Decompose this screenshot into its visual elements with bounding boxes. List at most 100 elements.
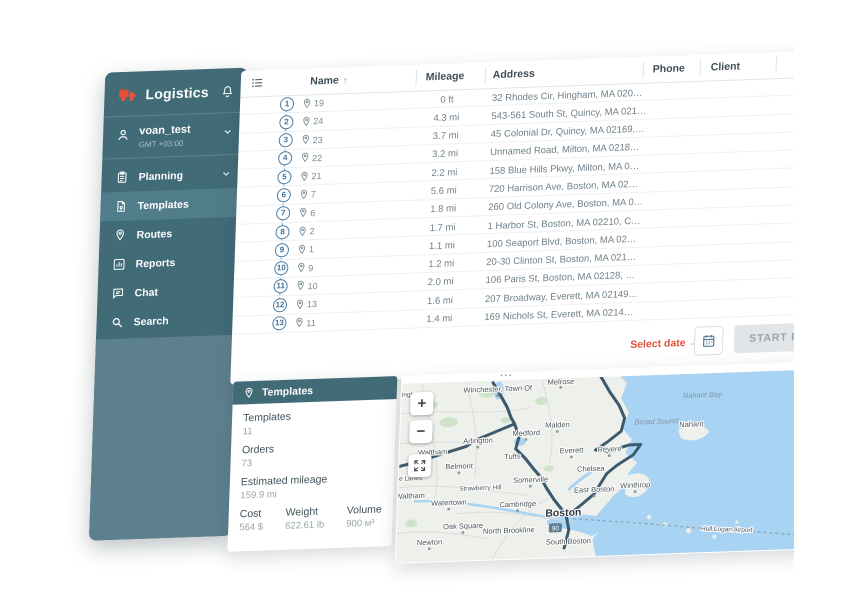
route-pin-icon xyxy=(113,229,126,242)
table-row[interactable]: 6 7 5.6 mi 720 Harrison Ave, Boston, MA 02… xyxy=(236,167,794,207)
table-row[interactable]: 4 22 3.2 mi Unnamed Road, Milton, MA 0218… xyxy=(237,130,794,171)
summary-stat: Volume 900 м³ xyxy=(346,503,382,529)
cell-mileage: 1.8 mi xyxy=(430,203,457,216)
map-label: Watertown xyxy=(431,497,467,507)
table-rows: 1 19 0 ft 32 Rhodes Cir, Hingham, MA 020… 2 2… xyxy=(232,75,794,335)
map-label: South Boston xyxy=(546,536,591,547)
sidebar-item-routes[interactable]: Routes xyxy=(99,217,242,251)
table-row[interactable]: 12 13 1.6 mi 207 Broadway, Everett, MA 0214… xyxy=(232,277,794,317)
select-date-label: Select date → xyxy=(629,336,700,351)
cell-mileage: 4.3 mi xyxy=(433,111,460,124)
cell-mileage: 1.6 mi xyxy=(426,294,454,307)
sidebar-item-search[interactable]: Search xyxy=(96,304,239,338)
stat-label: Cost xyxy=(239,507,262,521)
table-row[interactable]: 8 2 1.7 mi 1 Harbor St, Boston, MA 02210, C… xyxy=(235,204,794,244)
stat-value: 159.9 mi xyxy=(240,489,278,502)
header-divider xyxy=(775,57,778,74)
map-label: Revere xyxy=(597,444,621,454)
bell-icon[interactable] xyxy=(220,84,234,98)
cell-mileage: 1.1 mi xyxy=(428,240,456,252)
column-header-address[interactable]: Address xyxy=(492,67,536,82)
table-row[interactable]: 2 24 4.3 mi 543-561 South St, Quincy, MA 02… xyxy=(239,94,794,134)
pin-number: 2 xyxy=(309,226,315,237)
map-label: Belmont xyxy=(445,461,474,471)
stat-value: 73 xyxy=(241,458,253,470)
fullscreen-button[interactable] xyxy=(407,453,432,478)
table-row[interactable]: 10 9 1.2 mi 20-30 Clinton St, Boston, MA 02… xyxy=(233,240,794,280)
calendar-icon xyxy=(701,333,717,349)
map-label: Hull Logan Airport xyxy=(701,525,753,534)
svg-text:90: 90 xyxy=(552,525,560,532)
table-row[interactable]: 9 1 1.1 mi 100 Seaport Blvd, Boston, MA 02… xyxy=(234,222,794,262)
pin-icon xyxy=(300,189,308,200)
pin-icon xyxy=(299,208,307,218)
sidebar-item-templates[interactable]: Templates xyxy=(100,187,244,222)
pin-icon xyxy=(297,262,305,273)
zoom-out-button[interactable]: − xyxy=(409,419,433,444)
map-canvas[interactable]: 90 ingtonWinchester, Town OfMelroseNahan… xyxy=(395,369,794,563)
table-row[interactable]: 5 21 2.2 mi 158 Blue Hills Pkwy, Milton, MA… xyxy=(237,149,794,189)
stop-number-badge: 3 xyxy=(278,133,294,148)
stat-value: 900 м³ xyxy=(346,517,375,530)
user-menu[interactable]: voan_test GMT +03:00 xyxy=(102,111,246,160)
map-label: Broad Sound xyxy=(634,416,679,427)
column-header-phone[interactable]: Phone xyxy=(652,62,686,76)
map-label: The Lanes xyxy=(396,475,423,483)
summary-stat: Orders 73 xyxy=(241,439,384,469)
chat-icon xyxy=(111,287,124,300)
column-header-client[interactable]: Client xyxy=(710,60,741,74)
app-stage: Logistics voan_test GMT +03:00 Planning T… xyxy=(89,49,794,564)
table-row[interactable]: 1 19 0 ft 32 Rhodes Cir, Hingham, MA 020… xyxy=(239,75,794,116)
pin-number: 7 xyxy=(310,189,317,200)
stop-number-badge: 8 xyxy=(275,224,290,240)
map-label: Waltham xyxy=(396,491,425,501)
pin-number: 21 xyxy=(311,171,322,182)
sidebar-item-label: Chat xyxy=(134,286,159,299)
user-info: voan_test GMT +03:00 xyxy=(139,123,214,150)
cell-mileage: 3.7 mi xyxy=(432,130,459,143)
sidebar-item-planning[interactable]: Planning xyxy=(101,159,244,193)
summary-stats: Templates 11 Orders 73 Estimated mileage 159.… xyxy=(240,407,385,502)
pin-number: 23 xyxy=(312,134,323,145)
sidebar-item-reports[interactable]: Reports xyxy=(98,246,241,280)
stop-number-badge: 4 xyxy=(277,151,293,166)
summary-body: Templates 11 Orders 73 Estimated mileage 159.… xyxy=(228,399,397,541)
sidebar-header: Logistics xyxy=(104,68,248,117)
stop-number-badge: 12 xyxy=(272,297,288,313)
sidebar-item-label: Planning xyxy=(138,169,184,183)
list-view-icon[interactable] xyxy=(251,76,264,89)
start-route-button[interactable]: START ROUTE xyxy=(733,319,794,354)
header-divider xyxy=(415,69,418,86)
templates-summary-panel: Templates Templates 11 Orders 73 Estimated m… xyxy=(227,376,398,552)
map-label: North Brookline xyxy=(483,525,535,536)
chevron-down-icon xyxy=(222,124,233,135)
pin-icon xyxy=(302,134,310,145)
map-label: Malden xyxy=(545,420,570,430)
pin-icon xyxy=(296,299,304,310)
sidebar-item-label: Reports xyxy=(135,256,176,270)
cell-mileage: 3.2 mi xyxy=(431,148,459,161)
zoom-in-button[interactable]: + xyxy=(409,391,434,416)
column-header-name[interactable]: Name ↑ xyxy=(310,74,348,88)
map-label: Oak Square xyxy=(443,521,483,531)
map-label: Nahant Bay xyxy=(683,390,724,400)
pin-number: 6 xyxy=(310,207,316,219)
pin-number: 13 xyxy=(306,299,318,310)
table-row[interactable]: 11 10 2.0 mi 106 Paris St, Boston, MA 02128… xyxy=(233,258,794,299)
map-label: Boston xyxy=(545,506,582,519)
column-header-mileage[interactable]: Mileage xyxy=(425,70,465,84)
map-label: Somerville xyxy=(513,475,548,485)
table-row[interactable]: 3 23 3.7 mi 45 Colonial Dr, Quincy, MA 0216… xyxy=(238,112,794,152)
table-row[interactable]: 7 6 1.8 mi 260 Old Colony Ave, Boston, MA 0… xyxy=(235,185,794,225)
pin-icon xyxy=(302,116,310,127)
table-row[interactable]: 13 11 1.4 mi 169 Nichols St, Everett, MA 02… xyxy=(232,295,794,335)
sidebar-item-chat[interactable]: Chat xyxy=(97,275,240,309)
map-label: Winthrop xyxy=(620,480,650,490)
user-icon xyxy=(116,128,130,142)
map-label: Strawberry Hill xyxy=(459,484,502,492)
stop-number-badge: 7 xyxy=(275,206,291,221)
map-panel: ⋯ xyxy=(394,361,794,564)
bar-chart-icon xyxy=(112,258,125,271)
pin-number: 10 xyxy=(307,280,318,292)
calendar-button[interactable] xyxy=(693,325,724,356)
